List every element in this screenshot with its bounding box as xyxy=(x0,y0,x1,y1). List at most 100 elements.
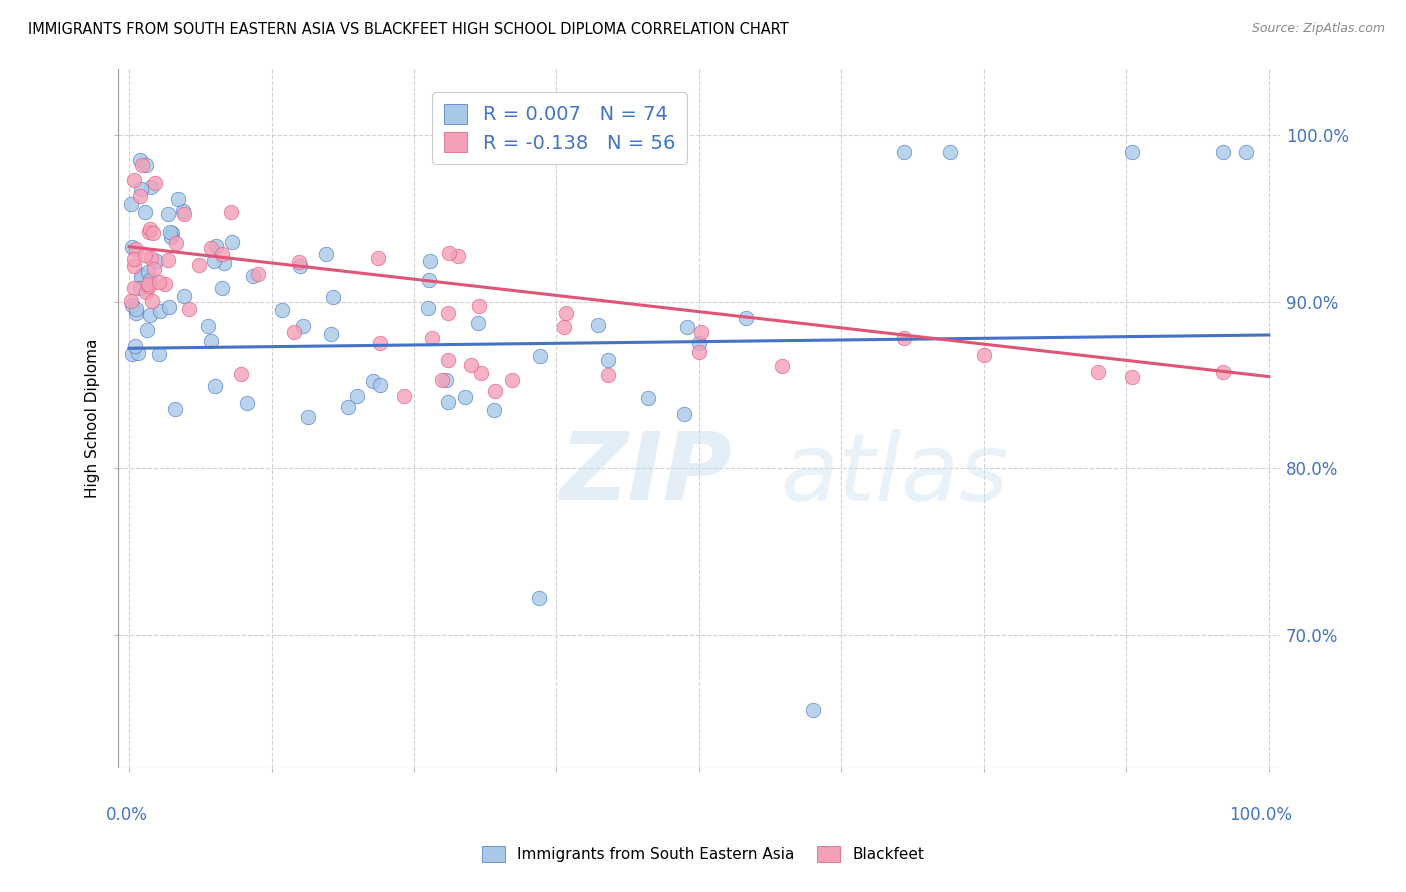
Point xyxy=(529,349,551,363)
Point xyxy=(138,279,160,293)
Point xyxy=(430,373,453,387)
Point xyxy=(122,281,145,295)
Point xyxy=(288,259,311,273)
Point xyxy=(173,289,195,303)
Point xyxy=(690,325,713,339)
Point xyxy=(394,389,416,403)
Point xyxy=(136,265,159,279)
Point xyxy=(139,222,162,236)
Point xyxy=(1121,145,1143,159)
Point xyxy=(129,281,152,295)
Point xyxy=(172,204,194,219)
Point xyxy=(973,348,995,362)
Point xyxy=(127,346,149,360)
Point xyxy=(143,176,166,190)
Point xyxy=(204,379,226,393)
Point xyxy=(124,339,146,353)
Point xyxy=(292,318,315,333)
Point xyxy=(938,145,960,159)
Text: ZIP: ZIP xyxy=(560,428,733,520)
Point xyxy=(893,145,915,159)
Point xyxy=(138,225,160,239)
Point xyxy=(221,204,243,219)
Point xyxy=(141,293,163,308)
Point xyxy=(148,275,170,289)
Point xyxy=(271,303,294,318)
Point xyxy=(122,252,145,267)
Point xyxy=(1212,145,1234,159)
Point xyxy=(145,253,167,268)
Point xyxy=(337,400,360,414)
Point xyxy=(672,407,695,421)
Point xyxy=(439,246,461,260)
Point xyxy=(120,293,142,308)
Text: 100.0%: 100.0% xyxy=(1229,806,1292,824)
Point xyxy=(121,298,143,312)
Point xyxy=(157,301,180,315)
Point xyxy=(125,242,148,256)
Point xyxy=(297,409,319,424)
Point xyxy=(128,188,150,202)
Point xyxy=(221,235,243,250)
Point xyxy=(288,254,311,268)
Text: 0.0%: 0.0% xyxy=(105,806,148,824)
Point xyxy=(436,373,458,387)
Point xyxy=(322,290,344,304)
Point xyxy=(136,277,159,291)
Point xyxy=(283,325,305,339)
Point xyxy=(148,347,170,361)
Point xyxy=(447,249,470,263)
Point xyxy=(553,320,575,334)
Point xyxy=(142,262,165,277)
Point xyxy=(166,192,188,206)
Point xyxy=(418,273,440,287)
Point xyxy=(121,240,143,254)
Point xyxy=(120,197,142,211)
Point xyxy=(156,207,179,221)
Point xyxy=(128,153,150,167)
Point xyxy=(368,336,391,351)
Point xyxy=(770,359,793,373)
Point xyxy=(173,207,195,221)
Point xyxy=(1121,369,1143,384)
Point xyxy=(321,327,343,342)
Point xyxy=(139,308,162,322)
Point xyxy=(142,226,165,240)
Point xyxy=(454,390,477,404)
Point xyxy=(734,311,756,326)
Point xyxy=(129,182,152,196)
Point xyxy=(420,331,443,345)
Point xyxy=(124,259,146,273)
Point xyxy=(197,318,219,333)
Point xyxy=(231,367,253,381)
Text: Source: ZipAtlas.com: Source: ZipAtlas.com xyxy=(1251,22,1385,36)
Point xyxy=(501,373,523,387)
Point xyxy=(315,247,337,261)
Point xyxy=(211,247,233,261)
Point xyxy=(801,703,824,717)
Point xyxy=(460,358,482,372)
Point xyxy=(187,258,209,272)
Point xyxy=(529,591,551,606)
Point xyxy=(596,368,619,382)
Point xyxy=(688,344,710,359)
Point xyxy=(121,347,143,361)
Point xyxy=(1087,365,1109,379)
Point xyxy=(131,158,153,172)
Point xyxy=(131,268,153,282)
Point xyxy=(893,331,915,345)
Point xyxy=(159,225,181,239)
Point xyxy=(247,268,270,282)
Point xyxy=(419,254,441,268)
Point xyxy=(204,239,226,253)
Point xyxy=(149,303,172,318)
Point xyxy=(242,268,264,283)
Point xyxy=(688,336,710,351)
Point xyxy=(470,366,492,380)
Point xyxy=(236,396,259,410)
Point xyxy=(200,242,222,256)
Point xyxy=(162,226,184,240)
Point xyxy=(125,306,148,320)
Point xyxy=(596,353,619,368)
Point xyxy=(141,252,163,266)
